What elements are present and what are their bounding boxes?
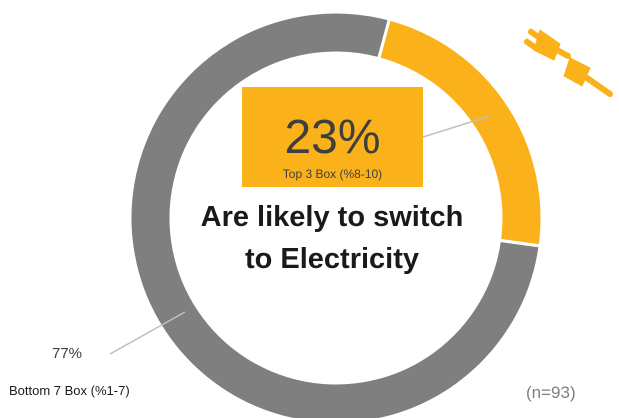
center-text-line-1: Are likely to switch: [200, 201, 464, 233]
top-3-box-label: Top 3 Box (%8-10): [282, 167, 383, 181]
top-3-box-percentage: 23%: [284, 111, 381, 164]
leader-line-bottom-7-box: [109, 311, 186, 355]
bottom-7-box-label: Bottom 7 Box (%1-7): [9, 383, 130, 398]
donut-slices: [128, 10, 544, 418]
top-3-box-highlight: [242, 87, 423, 187]
center-text: Are likely to switch to Electricity: [172, 196, 492, 280]
donut-slice-bottom-7-box: [128, 10, 542, 418]
center-text-line-2: to Electricity: [244, 243, 420, 275]
sample-size-annotation: (n=93): [526, 383, 576, 402]
leader-line-top-3-box: [422, 115, 491, 138]
bottom-7-box-percentage: 77%: [52, 345, 83, 362]
electric-plug-icon: [524, 28, 613, 97]
